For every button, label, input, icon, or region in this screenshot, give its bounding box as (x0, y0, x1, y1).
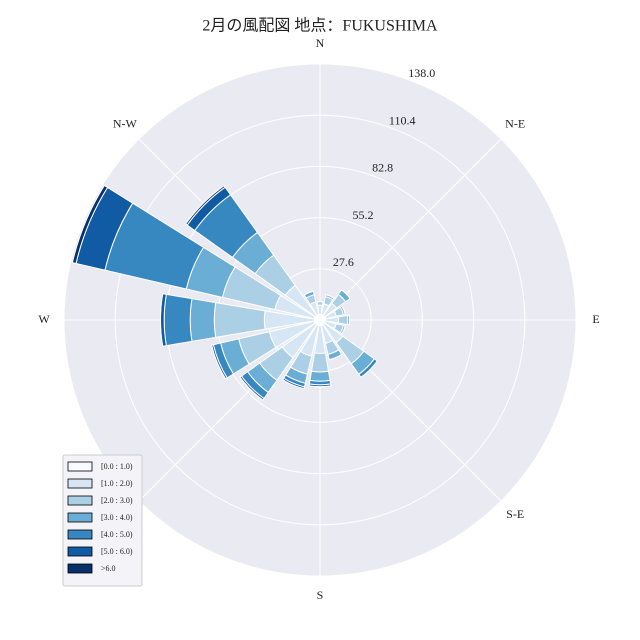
direction-label: S-E (506, 507, 524, 521)
radial-tick-label: 82.8 (372, 161, 393, 175)
legend-label: [2.0 : 3.0) (101, 496, 133, 505)
wind-bar-segment (189, 298, 217, 342)
wind-bar-segment (71, 184, 109, 265)
legend-label: [0.0 : 1.0) (101, 462, 133, 471)
radial-tick-label: 138.0 (408, 66, 435, 80)
direction-label: N-E (505, 117, 525, 131)
legend-label: [3.0 : 4.0) (101, 513, 133, 522)
legend-swatch (67, 461, 93, 472)
legend-swatch (67, 512, 93, 523)
legend-label: >6.0 (101, 564, 116, 573)
legend-swatch (67, 478, 93, 489)
wind-bar-segment (309, 370, 331, 382)
wind-bar-segment (337, 314, 349, 326)
legend-swatch (67, 546, 93, 557)
legend-swatch (67, 563, 93, 574)
wind-bar-segment (282, 379, 305, 390)
radial-tick-label: 55.2 (353, 208, 374, 222)
legend-label: [5.0 : 6.0) (101, 547, 133, 556)
direction-label: N (316, 36, 325, 50)
legend: [0.0 : 1.0) [1.0 : 2.0) [2.0 : 3.0) [3.0 : … (62, 454, 143, 587)
direction-label: E (592, 312, 599, 326)
direction-label: S (317, 588, 324, 602)
direction-label: N-W (113, 117, 138, 131)
wind-bar-segment (163, 293, 193, 347)
wind-bar-segment (239, 376, 264, 401)
legend-swatch (67, 529, 93, 540)
legend-label: [4.0 : 5.0) (101, 530, 133, 539)
wind-bar-segment (341, 325, 346, 335)
wind-bar-segment (325, 294, 335, 299)
radial-tick-label: 27.6 (333, 255, 354, 269)
legend-swatch (67, 495, 93, 506)
direction-label: W (38, 312, 50, 326)
radial-tick-label: 110.4 (389, 113, 416, 127)
chart-title: 2月の風配図 地点：FUKUSHIMA (202, 17, 438, 35)
wind-bar-segment (211, 345, 226, 380)
radial-grid-line (319, 138, 502, 321)
legend-label: [1.0 : 2.0) (101, 479, 133, 488)
wind-bar-segment (184, 184, 226, 226)
wind-bar-segment (310, 352, 330, 373)
